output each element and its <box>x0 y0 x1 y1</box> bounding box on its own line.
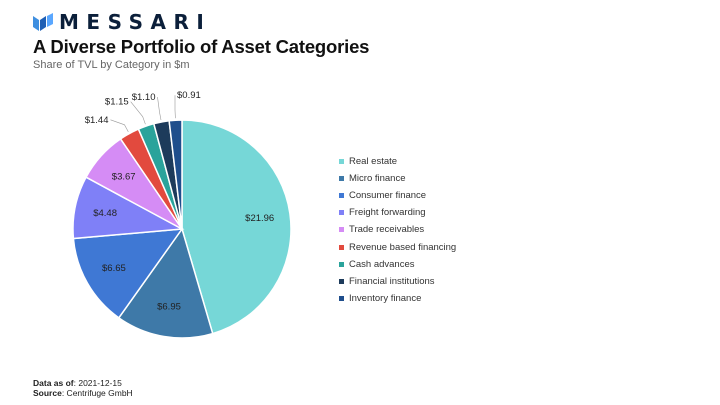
legend-item-freight-forwarding: Freight forwarding <box>339 204 456 221</box>
legend-swatch <box>339 193 344 199</box>
source-label: Source <box>33 388 62 398</box>
data-label-cash-advances: $1.15 <box>105 97 129 108</box>
legend-label: Real estate <box>349 156 398 168</box>
leader-line-revenue-based-financing <box>110 119 129 132</box>
legend-swatch <box>339 227 344 233</box>
source: Source: Centrifuge GmbH <box>33 388 133 398</box>
data-label-freight-forwarding: $4.48 <box>93 208 117 219</box>
legend-item-financial-institutions: Financial institutions <box>339 273 456 290</box>
data-label-micro-finance: $6.95 <box>157 301 181 312</box>
legend-label: Financial institutions <box>349 275 435 287</box>
data-as-of-value: : 2021-12-15 <box>73 378 122 388</box>
legend-label: Freight forwarding <box>349 207 426 219</box>
legend-item-real-estate: Real estate <box>339 153 456 170</box>
legend-swatch <box>339 159 344 165</box>
data-label-inventory-finance: $0.91 <box>177 90 201 101</box>
data-label-trade-receivables: $3.67 <box>112 171 136 182</box>
leader-line-cash-advances <box>130 101 146 125</box>
data-label-consumer-finance: $6.65 <box>102 263 126 274</box>
data-as-of-label: Data as of <box>33 378 74 388</box>
legend-item-trade-receivables: Trade receivables <box>339 221 456 238</box>
pie-slices <box>72 119 292 339</box>
legend-swatch <box>339 278 344 284</box>
legend-label: Trade receivables <box>349 224 425 236</box>
chart-legend: Real estate Micro finance Consumer finance… <box>339 153 456 307</box>
legend-item-inventory-finance: Inventory finance <box>339 290 456 307</box>
legend-item-revenue-based-financing: Revenue based financing <box>339 238 456 255</box>
data-label-revenue-based-financing: $1.44 <box>85 115 109 126</box>
legend-label: Inventory finance <box>349 292 422 304</box>
pie-slice-real-estate <box>181 119 292 335</box>
legend-label: Cash advances <box>349 258 415 270</box>
pie-slice-consumer-finance <box>72 228 184 319</box>
leader-line-financial-institutions <box>157 97 162 121</box>
legend-label: Micro finance <box>349 173 406 185</box>
legend-swatch <box>339 244 344 250</box>
legend-swatch <box>339 295 344 301</box>
data-labels: $21.96 $6.95 $6.65 $4.48 $3.67 $1.44 $1.15 $1.1… <box>85 90 275 312</box>
chart-title: A Diverse Portfolio of Asset Categories <box>33 36 370 57</box>
leader-lines <box>110 95 176 132</box>
legend-swatch <box>339 261 344 267</box>
data-label-real-estate: $21.96 <box>245 213 274 224</box>
legend-swatch <box>339 176 344 182</box>
source-value: : Centrifuge GmbH <box>61 388 133 398</box>
legend-swatch <box>339 210 344 216</box>
legend-label: Consumer finance <box>349 190 427 202</box>
legend-item-micro-finance: Micro finance <box>339 170 456 187</box>
legend-item-cash-advances: Cash advances <box>339 256 456 273</box>
brand-name: MESSARI <box>59 10 212 34</box>
data-label-financial-institutions: $1.10 <box>132 92 156 103</box>
brand-logo: MESSARI <box>33 10 211 34</box>
messari-m-logo-icon <box>33 13 53 31</box>
data-as-of: Data as of: 2021-12-15 <box>33 378 122 388</box>
pie-slice-micro-finance <box>117 227 214 339</box>
chart-subtitle: Share of TVL by Category in $m <box>33 59 190 71</box>
legend-item-consumer-finance: Consumer finance <box>339 187 456 204</box>
legend-label: Revenue based financing <box>349 241 457 253</box>
pie-slice-inventory-finance <box>168 119 183 230</box>
